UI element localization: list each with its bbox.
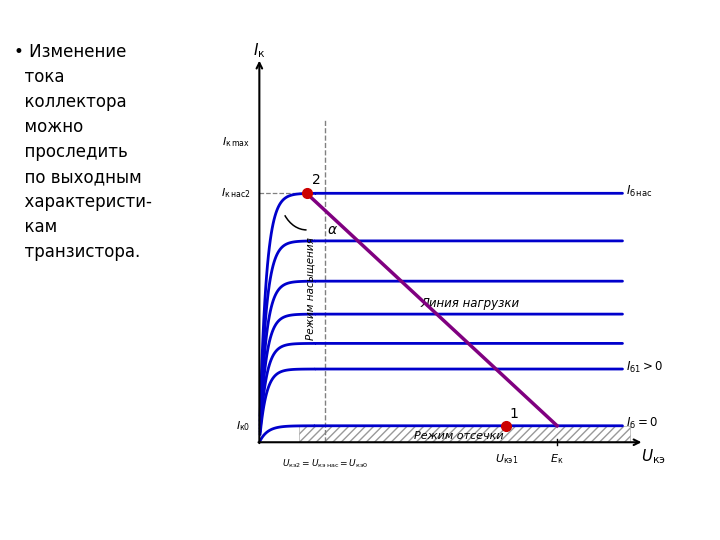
Text: $U_{\mathrm{кэ2}}=U_{\mathrm{кэ\,нас}}=U_{\mathrm{кэ0}}$: $U_{\mathrm{кэ2}}=U_{\mathrm{кэ\,нас}}=U… — [282, 458, 368, 470]
Text: 2: 2 — [312, 173, 321, 187]
Text: $E_\mathrm{к}$: $E_\mathrm{к}$ — [550, 452, 564, 465]
Text: $I_{\mathrm{б\,нас}}$: $I_{\mathrm{б\,нас}}$ — [626, 184, 652, 199]
Text: 1: 1 — [510, 408, 519, 421]
Text: $I_\mathrm{к}$: $I_\mathrm{к}$ — [253, 41, 266, 60]
Text: $I_{\mathrm{к\,нас2}}$: $I_{\mathrm{к\,нас2}}$ — [221, 186, 251, 200]
Text: $I_{\mathrm{к0}}$: $I_{\mathrm{к0}}$ — [236, 419, 251, 433]
Text: $I_{\mathrm{б}}=0$: $I_{\mathrm{б}}=0$ — [626, 416, 658, 431]
Text: $U_{\mathrm{кэ1}}$: $U_{\mathrm{кэ1}}$ — [495, 452, 518, 465]
Text: $I_{\mathrm{к\,max}}$: $I_{\mathrm{к\,max}}$ — [222, 135, 251, 149]
Text: $U_\mathrm{кэ}$: $U_\mathrm{кэ}$ — [641, 448, 666, 466]
Text: $\alpha$: $\alpha$ — [327, 222, 338, 237]
Text: Режим отсечки: Режим отсечки — [414, 431, 504, 441]
Text: $I_{\mathrm{б1}}>0$: $I_{\mathrm{б1}}>0$ — [626, 360, 663, 375]
Text: Режим насыщения: Режим насыщения — [305, 237, 315, 340]
Text: • Изменение
  тока
  коллектора
  можно
  проследить
  по выходным
  характерист: • Изменение тока коллектора можно просле… — [14, 43, 152, 261]
Text: Линия нагрузки: Линия нагрузки — [420, 296, 520, 309]
